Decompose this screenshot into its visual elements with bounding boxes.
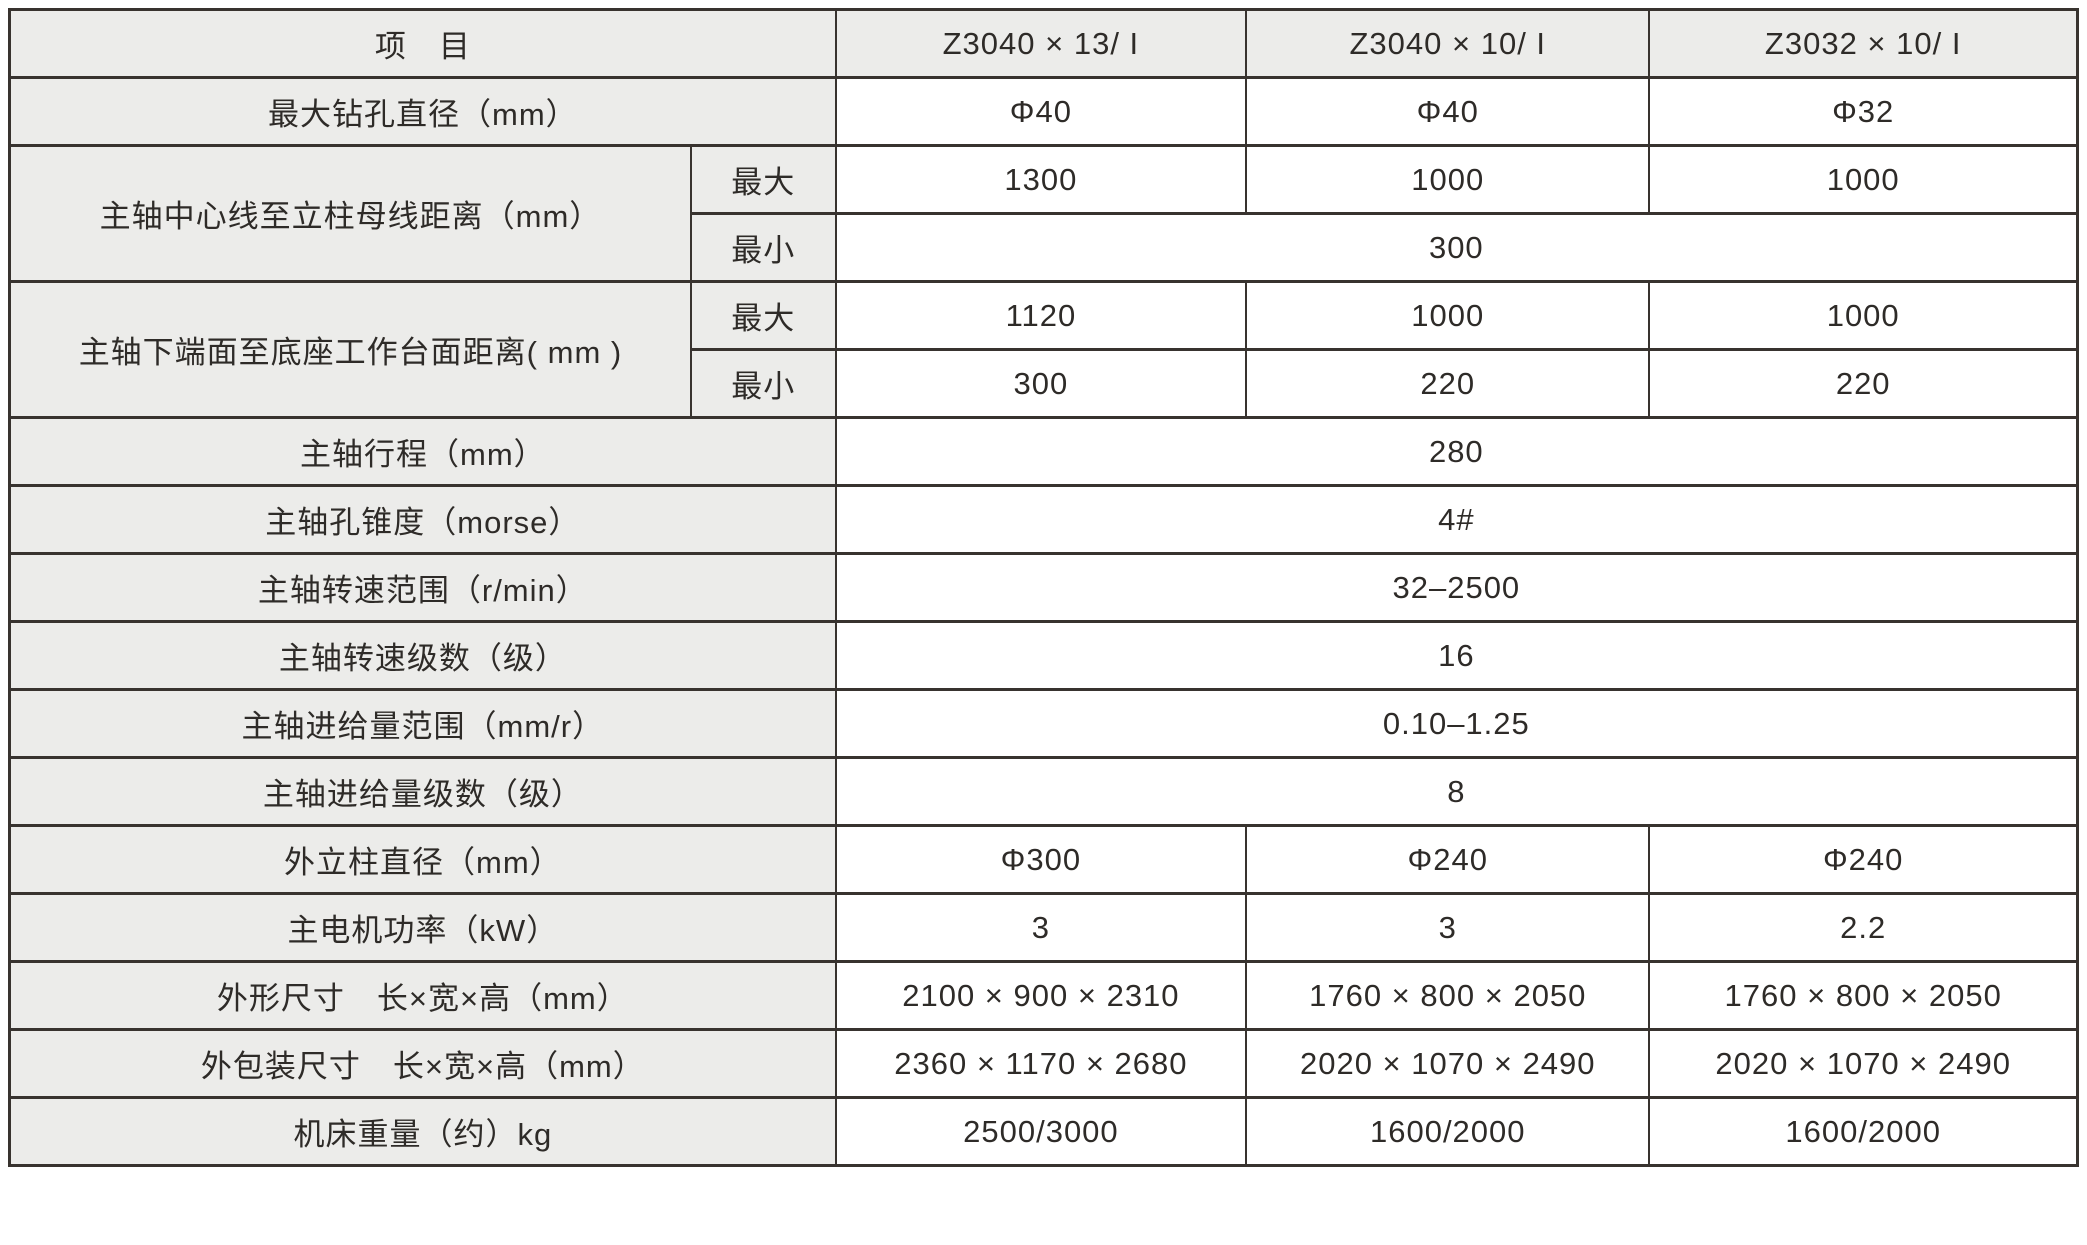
- header-model-cell: Z3040 × 13/ I: [834, 8, 1248, 79]
- sub-label-min-cell: 最小: [689, 212, 837, 283]
- table-row: 主轴进给量级数（级） 8: [8, 756, 2079, 827]
- table-row: 最小 300: [10, 212, 2079, 283]
- table-row: 外形尺寸 长×宽×高（mm） 2100 × 900 × 2310 1760 × …: [8, 960, 2079, 1031]
- merged-value-cell: 280: [834, 416, 2079, 487]
- row-label-cell: 主轴下端面至底座工作台面距离( mm ): [8, 280, 692, 419]
- row-label-cell: 主轴孔锥度（morse）: [8, 484, 837, 555]
- table-row: 主轴转速范围（r/min） 32–2500: [8, 552, 2079, 623]
- sub-label-max-cell: 最大: [689, 280, 837, 351]
- value-cell: 2020 × 1070 × 2490: [1648, 1028, 2079, 1099]
- table-row: 最小 300 220 220: [10, 348, 2079, 419]
- row-label-cell: 主轴进给量级数（级）: [8, 756, 837, 827]
- row-label-cell: 主轴进给量范围（mm/r）: [8, 688, 837, 759]
- value-cell: 1000: [1245, 144, 1651, 215]
- row-label-cell: 外形尺寸 长×宽×高（mm）: [8, 960, 837, 1031]
- value-cell: 1760 × 800 × 2050: [1245, 960, 1651, 1031]
- merged-value-cell: 16: [834, 620, 2079, 691]
- header-model-cell: Z3040 × 10/ I: [1245, 8, 1651, 79]
- table-row: 主轴进给量范围（mm/r） 0.10–1.25: [8, 688, 2079, 759]
- value-cell: 2100 × 900 × 2310: [834, 960, 1248, 1031]
- value-cell: 1600/2000: [1245, 1096, 1651, 1167]
- value-cell: Φ300: [834, 824, 1248, 895]
- sub-label-min-cell: 最小: [689, 348, 837, 419]
- merged-value-cell: 32–2500: [834, 552, 2079, 623]
- row-label-cell: 主电机功率（kW）: [8, 892, 837, 963]
- value-cell: 2.2: [1648, 892, 2079, 963]
- value-cell: 220: [1245, 348, 1651, 419]
- header-model-cell: Z3032 × 10/ I: [1648, 8, 2079, 79]
- header-row: 项 目 Z3040 × 13/ I Z3040 × 10/ I Z3032 × …: [8, 8, 2079, 79]
- value-cell: Φ40: [1245, 76, 1651, 147]
- value-cell: 1000: [1648, 144, 2079, 215]
- value-cell: Φ240: [1245, 824, 1651, 895]
- value-cell: 2360 × 1170 × 2680: [834, 1028, 1248, 1099]
- merged-value-cell: 8: [834, 756, 2079, 827]
- header-item-cell: 项 目: [8, 8, 837, 79]
- merged-value-cell: 300: [834, 212, 2079, 283]
- row-label-cell: 最大钻孔直径（mm）: [8, 76, 837, 147]
- table-row: 主轴下端面至底座工作台面距离( mm ) 最大 1120 1000 1000: [8, 280, 2079, 419]
- sub-label-max-cell: 最大: [689, 144, 837, 215]
- merged-value-cell: 0.10–1.25: [834, 688, 2079, 759]
- value-cell: 1000: [1245, 280, 1651, 351]
- row-label-cell: 主轴转速级数（级）: [8, 620, 837, 691]
- row-label-cell: 外包装尺寸 长×宽×高（mm）: [8, 1028, 837, 1099]
- value-cell: 1600/2000: [1648, 1096, 2079, 1167]
- value-cell: 1760 × 800 × 2050: [1648, 960, 2079, 1031]
- value-cell: Φ32: [1648, 76, 2079, 147]
- table-row: 主轴行程（mm） 280: [8, 416, 2079, 487]
- value-cell: 1300: [834, 144, 1248, 215]
- value-cell: Φ240: [1648, 824, 2079, 895]
- row-label-cell: 主轴行程（mm）: [8, 416, 837, 487]
- value-cell: 300: [834, 348, 1248, 419]
- row-label-cell: 机床重量（约）kg: [8, 1096, 837, 1167]
- row-label-cell: 主轴转速范围（r/min）: [8, 552, 837, 623]
- row-label-cell: 主轴中心线至立柱母线距离（mm）: [8, 144, 692, 283]
- merged-value-cell: 4#: [834, 484, 2079, 555]
- value-cell: 2020 × 1070 × 2490: [1245, 1028, 1651, 1099]
- table-row: 最大钻孔直径（mm） Φ40 Φ40 Φ32: [8, 76, 2079, 147]
- value-cell: 1120: [834, 280, 1248, 351]
- value-cell: 3: [834, 892, 1248, 963]
- table-row: 外包装尺寸 长×宽×高（mm） 2360 × 1170 × 2680 2020 …: [8, 1028, 2079, 1099]
- table-row: 主轴中心线至立柱母线距离（mm） 最大 1300 1000 1000: [8, 144, 2079, 283]
- value-cell: Φ40: [834, 76, 1248, 147]
- spec-table: 项 目 Z3040 × 13/ I Z3040 × 10/ I Z3032 × …: [8, 8, 2079, 1167]
- row-label-cell: 外立柱直径（mm）: [8, 824, 837, 895]
- value-cell: 1000: [1648, 280, 2079, 351]
- table-row: 机床重量（约）kg 2500/3000 1600/2000 1600/2000: [8, 1096, 2079, 1167]
- table-row: 主电机功率（kW） 3 3 2.2: [8, 892, 2079, 963]
- value-cell: 3: [1245, 892, 1651, 963]
- value-cell: 220: [1648, 348, 2079, 419]
- value-cell: 2500/3000: [834, 1096, 1248, 1167]
- table-row: 主轴转速级数（级） 16: [8, 620, 2079, 691]
- table-row: 外立柱直径（mm） Φ300 Φ240 Φ240: [8, 824, 2079, 895]
- table-row: 主轴孔锥度（morse） 4#: [8, 484, 2079, 555]
